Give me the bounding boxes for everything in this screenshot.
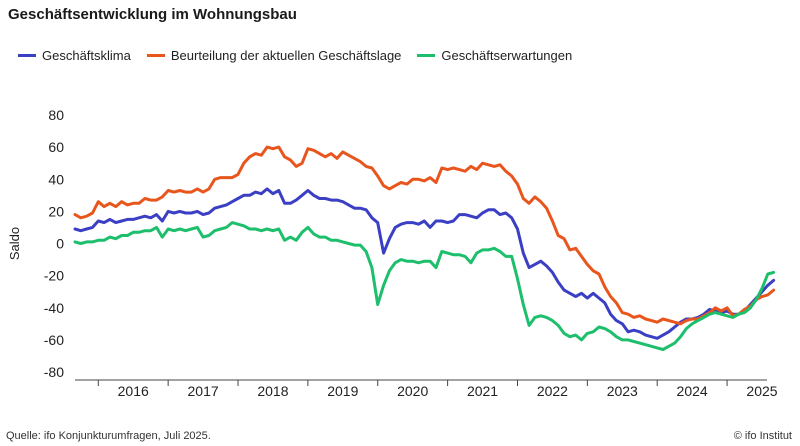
x-tick-label: 2018 <box>257 383 288 399</box>
legend-item: Geschäftserwartungen <box>417 48 572 63</box>
y-tick-label: -20 <box>44 268 64 284</box>
x-tick-label: 2022 <box>537 383 568 399</box>
legend-swatch <box>146 54 165 57</box>
x-tick-label: 2024 <box>677 383 708 399</box>
x-tick-label: 2025 <box>746 383 777 399</box>
y-tick-label: -80 <box>44 364 64 380</box>
y-tick-label: -60 <box>44 332 64 348</box>
x-tick-label: 2016 <box>118 383 149 399</box>
y-tick-label: 80 <box>48 107 64 123</box>
legend-label: Geschäftsklima <box>42 48 131 63</box>
source-note: Quelle: ifo Konjunkturumfragen, Juli 202… <box>6 430 211 442</box>
chart-title: Geschäftsentwicklung im Wohnungsbau <box>8 6 297 23</box>
legend-label: Geschäftserwartungen <box>441 48 573 63</box>
y-tick-label: 60 <box>48 139 64 155</box>
chart-legend: Geschäftsklima Beurteilung der aktuellen … <box>18 48 588 63</box>
y-tick-label: 20 <box>48 203 64 219</box>
y-tick-label: 40 <box>48 171 64 187</box>
series-line <box>73 187 776 340</box>
x-tick-label: 2023 <box>607 383 638 399</box>
y-tick-label: -40 <box>44 300 64 316</box>
legend-item: Geschäftsklima <box>18 48 131 63</box>
y-tick-label: 0 <box>56 236 64 252</box>
series-line <box>73 145 776 326</box>
y-axis-label: Saldo <box>7 227 22 260</box>
x-tick-label: 2017 <box>188 383 219 399</box>
x-tick-label: 2020 <box>397 383 428 399</box>
x-tick-label: 2019 <box>327 383 358 399</box>
series-line <box>73 221 776 351</box>
legend-swatch <box>417 54 436 57</box>
credit-note: © ifo Institut <box>733 430 792 442</box>
x-tick-label: 2021 <box>467 383 498 399</box>
legend-item: Beurteilung der aktuellen Geschäftslage <box>146 48 402 63</box>
legend-label: Beurteilung der aktuellen Geschäftslage <box>170 48 402 63</box>
legend-swatch <box>18 54 36 57</box>
